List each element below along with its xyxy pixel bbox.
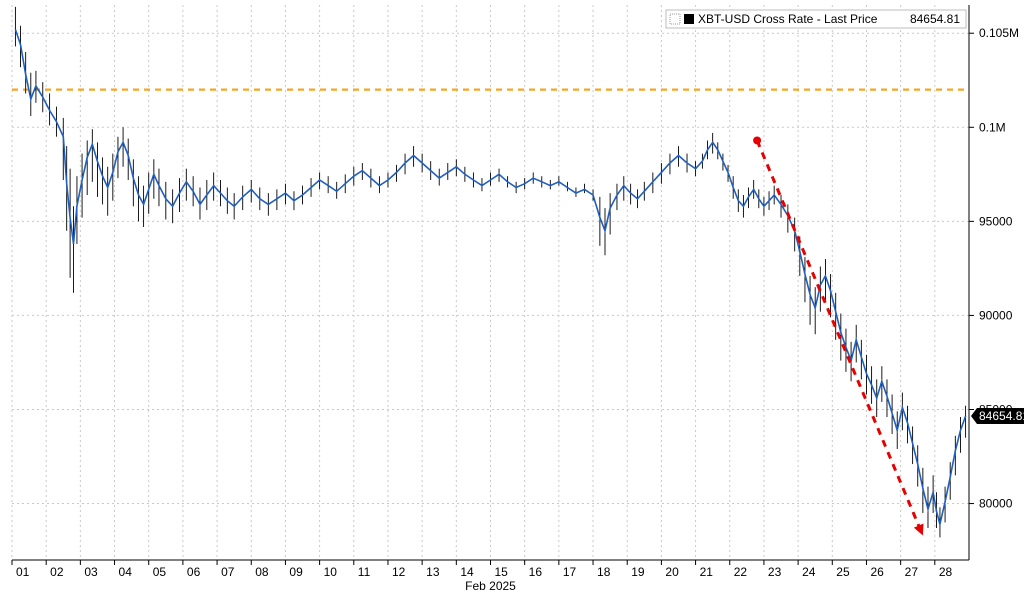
legend-series-marker [684, 14, 694, 24]
x-tick-label: 20 [665, 565, 679, 579]
x-tick-label: 27 [905, 565, 919, 579]
x-tick-label: 04 [119, 565, 133, 579]
x-tick-label: 13 [426, 565, 440, 579]
x-tick-label: 28 [939, 565, 953, 579]
x-tick-label: 17 [563, 565, 577, 579]
x-tick-label: 11 [358, 565, 371, 579]
x-tick-label: 10 [324, 565, 338, 579]
y-tick-label: 90000 [979, 308, 1013, 322]
y-tick-label: 95000 [979, 214, 1013, 228]
x-tick-label: 21 [700, 565, 714, 579]
x-tick-label: 23 [768, 565, 782, 579]
x-tick-label: 26 [870, 565, 884, 579]
y-tick-label: 0.105M [979, 26, 1019, 40]
x-tick-label: 05 [153, 565, 167, 579]
x-tick-label: 08 [255, 565, 269, 579]
price-chart: 0.105M0.1M950009000085000800000102030405… [0, 0, 1024, 601]
x-tick-label: 15 [495, 565, 509, 579]
x-tick-label: 19 [631, 565, 645, 579]
x-tick-label: 14 [460, 565, 474, 579]
y-tick-label: 0.1M [979, 120, 1006, 134]
x-tick-label: 03 [84, 565, 98, 579]
x-tick-label: 09 [289, 565, 303, 579]
legend-last-value: 84654.81 [910, 12, 960, 26]
x-tick-label: 24 [802, 565, 816, 579]
x-tick-label: 25 [836, 565, 850, 579]
x-tick-label: 12 [392, 565, 406, 579]
price-flag-value: 84654.81 [979, 409, 1024, 423]
x-axis-title: Feb 2025 [465, 579, 516, 593]
chart-svg: 0.105M0.1M950009000085000800000102030405… [0, 0, 1024, 601]
x-tick-label: 02 [50, 565, 64, 579]
x-tick-label: 07 [221, 565, 235, 579]
y-tick-label: 80000 [979, 497, 1013, 511]
x-tick-label: 01 [16, 565, 30, 579]
x-tick-label: 22 [734, 565, 748, 579]
legend-series-label: XBT-USD Cross Rate - Last Price [698, 12, 878, 26]
x-tick-label: 06 [187, 565, 201, 579]
x-tick-label: 18 [597, 565, 611, 579]
x-tick-label: 16 [529, 565, 543, 579]
